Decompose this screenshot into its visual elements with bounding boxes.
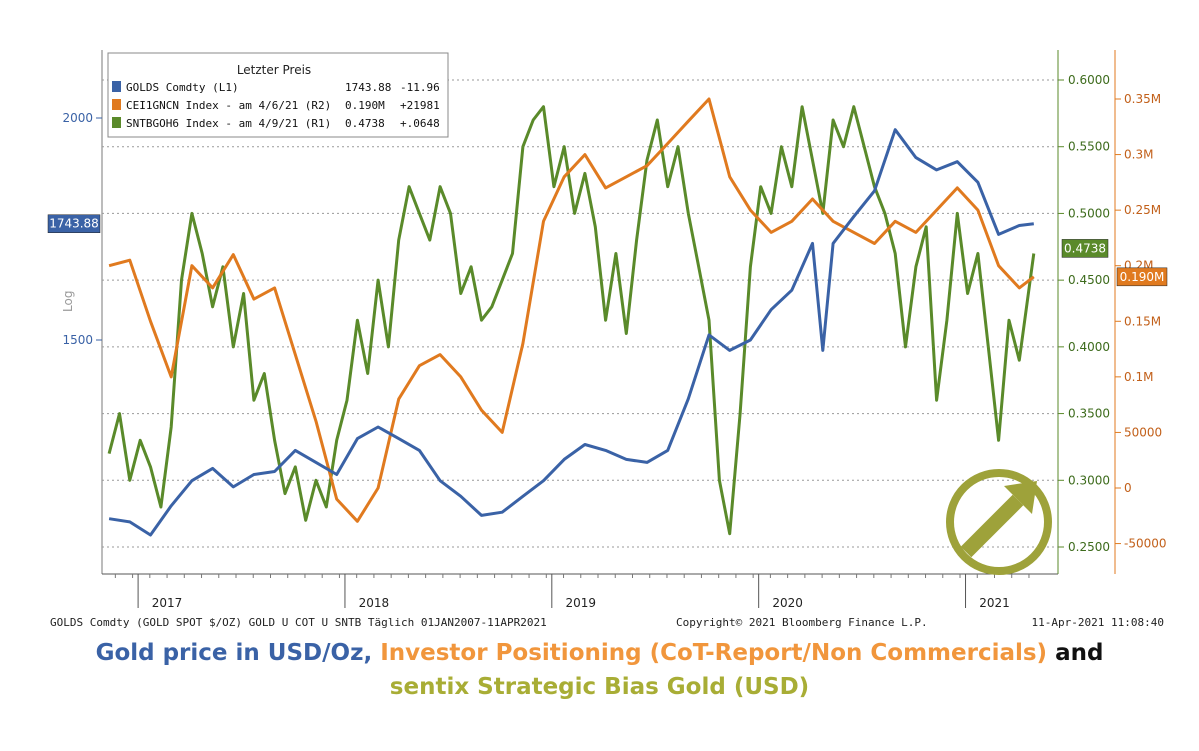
right-axis-sentix: 0.6000 0.5500 0.5000 0.4500 0.4000 0.3500 0.30… (1058, 73, 1110, 554)
caption-and: and (1055, 640, 1104, 666)
tick-label: 0.3000 (1068, 473, 1110, 487)
svg-text:SNTBGOH6 Index - am 4/9/21 (R: SNTBGOH6 Index - am 4/9/21 (R1) (126, 117, 331, 130)
footer-left: GOLDS Comdty (GOLD SPOT $/OZ) GOLD U COT… (50, 616, 547, 629)
svg-text:-11.96: -11.96 (400, 81, 440, 94)
x-tick-label: 2021 (979, 596, 1010, 610)
chart: 2000 1500 Log 1743.88 0.6000 0.5500 0.5000 0.4… (47, 50, 1168, 629)
legend: Letzter Preis GOLDS Comdty (L1) 1743.88 … (107, 52, 449, 138)
tick-label: 0.1M (1124, 370, 1153, 384)
right-axis-cot: 0.35M0.3M0.25M0.2M0.15M0.1M500000-500000… (1115, 92, 1168, 551)
up-right-arrow-icon (960, 481, 1037, 558)
tick-label: 0.3500 (1068, 407, 1110, 421)
last-value-tag: 0.190M (1116, 267, 1168, 287)
x-year-gridlines (137, 574, 967, 608)
last-value-text: 1743.88 (49, 217, 99, 231)
x-tick-label: 2020 (772, 596, 803, 610)
tick-label: 0.35M (1124, 92, 1161, 106)
svg-text:+21981: +21981 (400, 99, 440, 112)
svg-text:+.0648: +.0648 (400, 117, 440, 130)
x-tick-label: 2019 (566, 596, 597, 610)
tick-label: 0.4500 (1068, 273, 1110, 287)
last-value-box (1116, 267, 1168, 287)
last-value-box (1061, 239, 1109, 258)
legend-entry: CEI1GNCN Index - am 4/6/21 (R2) 0.190M +… (112, 99, 440, 112)
tick-label: 2000 (62, 111, 93, 125)
series-line (108, 97, 1035, 523)
tick-label: 0.15M (1124, 314, 1161, 328)
svg-text:0.4738: 0.4738 (345, 117, 385, 130)
x-axis: 2017 2018 2019 2020 2021 (114, 574, 1030, 610)
tick-label: -50000 (1124, 537, 1167, 551)
legend-entry: GOLDS Comdty (L1) 1743.88 -11.96 (112, 81, 440, 94)
series-line (107, 105, 1036, 536)
tick-label: 0 (1124, 481, 1132, 495)
tick-label: 0.25M (1124, 203, 1161, 217)
arrow-badge (946, 469, 1052, 575)
tick-label: 0.5500 (1068, 140, 1110, 154)
tick-label: 0.5000 (1068, 206, 1110, 220)
svg-text:0.190M: 0.190M (345, 99, 385, 112)
series-line (108, 128, 1034, 537)
tick-label: 1500 (62, 333, 93, 347)
tick-label: 0.6000 (1068, 73, 1110, 87)
footer-center: Copyright© 2021 Bloomberg Finance L.P. (676, 616, 928, 629)
left-axis: 2000 1500 Log 1743.88 (47, 111, 102, 347)
svg-text:CEI1GNCN Index - am 4/6/21 (R: CEI1GNCN Index - am 4/6/21 (R2) (126, 99, 331, 112)
last-value-text: 0.4738 (1064, 241, 1106, 255)
caption-positioning: Investor Positioning (CoT-Report/Non Com… (380, 640, 1048, 666)
series-layer (107, 97, 1036, 537)
x-tick-label: 2017 (152, 596, 183, 610)
last-value-box (47, 214, 101, 233)
tick-label: 50000 (1124, 425, 1162, 439)
legend-title: Letzter Preis (237, 63, 311, 77)
chart-caption: Gold price in USD/Oz, Investor Positioni… (0, 636, 1199, 704)
legend-entry: SNTBGOH6 Index - am 4/9/21 (R1) 0.4738 +… (112, 117, 440, 130)
caption-gold: Gold price in USD/Oz, (95, 640, 373, 666)
y-axis-label: Log (61, 291, 75, 312)
last-value-tag: 1743.88 (47, 214, 101, 233)
x-tick-label: 2018 (359, 596, 390, 610)
svg-text:1743.88: 1743.88 (345, 81, 391, 94)
tick-label: 0.3M (1124, 148, 1153, 162)
last-value-tag: 0.4738 (1061, 239, 1109, 258)
caption-sentix: sentix Strategic Bias Gold (USD) (389, 674, 810, 700)
svg-text:GOLDS Comdty (L1): GOLDS Comdty (L1) (126, 81, 239, 94)
tick-label: 0.2500 (1068, 540, 1110, 554)
tick-label: 0.4000 (1068, 340, 1110, 354)
last-value-text: 0.190M (1120, 270, 1165, 284)
footer-right: 11-Apr-2021 11:08:40 (1032, 616, 1164, 629)
